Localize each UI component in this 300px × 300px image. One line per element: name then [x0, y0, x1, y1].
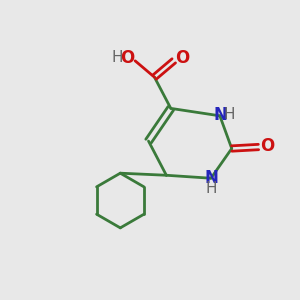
Text: O: O — [176, 49, 190, 67]
Text: H: H — [206, 181, 217, 196]
Text: O: O — [120, 49, 134, 67]
Text: O: O — [260, 137, 274, 155]
Text: N: N — [204, 169, 218, 187]
Text: H: H — [112, 50, 123, 65]
Text: N: N — [213, 106, 227, 124]
Text: H: H — [224, 107, 236, 122]
